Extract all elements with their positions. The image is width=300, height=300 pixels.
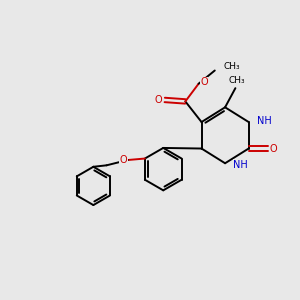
Text: NH: NH [257,116,272,126]
Text: CH₃: CH₃ [223,62,240,71]
Text: O: O [154,95,162,105]
Text: NH: NH [233,160,248,170]
Text: O: O [270,143,278,154]
Text: CH₃: CH₃ [229,76,245,85]
Text: O: O [120,155,127,165]
Text: O: O [200,77,208,87]
